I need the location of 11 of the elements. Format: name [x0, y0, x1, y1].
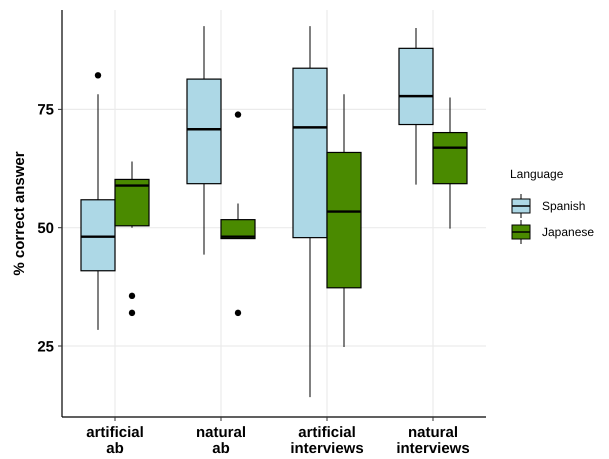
- x-tick-label: natural interviews: [396, 424, 470, 457]
- legend-label: Spanish: [542, 199, 586, 214]
- legend-label: Japanese: [542, 225, 594, 240]
- y-axis-title: % correct answer: [11, 151, 28, 276]
- x-tick-label: artificial ab: [86, 424, 144, 457]
- y-tick-label: 25: [37, 338, 54, 356]
- legend-title: Language: [510, 167, 564, 181]
- x-tick-label: natural ab: [196, 424, 246, 457]
- y-tick-label: 75: [37, 102, 54, 119]
- y-tick-label: 50: [37, 220, 54, 237]
- x-tick-label: artificial interviews: [290, 424, 364, 457]
